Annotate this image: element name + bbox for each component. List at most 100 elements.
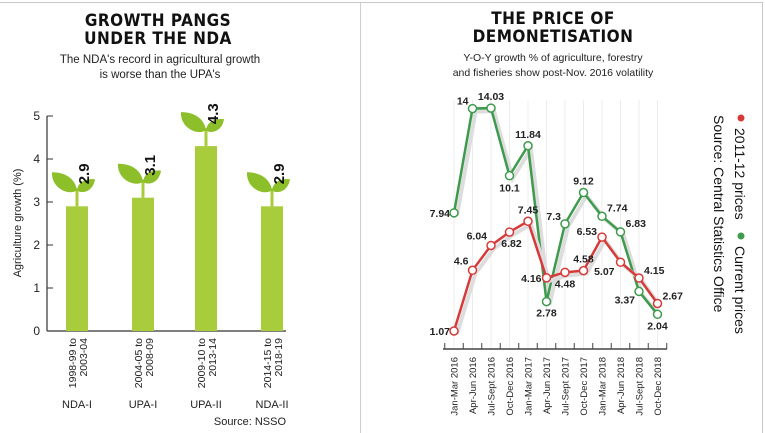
- line-point-label: 7.74: [607, 202, 628, 214]
- line-point-label: 14: [457, 96, 469, 108]
- line-point: [523, 216, 533, 227]
- bar-y-tick-label: 3: [33, 195, 40, 209]
- line-point: [467, 265, 478, 276]
- bar-group-label: NDA-I: [62, 399, 92, 411]
- line-point-label: 6.53: [577, 226, 598, 238]
- line-point-label: 1.07: [430, 326, 451, 338]
- bar-value-label: 3.1: [142, 155, 159, 176]
- line-source: Source: Central Statistics Office: [711, 115, 727, 313]
- line-point-label: 4.6: [454, 255, 469, 267]
- line-point-label: 5.07: [594, 266, 615, 278]
- bar: [195, 146, 217, 331]
- line-x-tick-label: Jul-Sept 2017: [561, 357, 572, 416]
- bar-y-axis-label: Agriculture growth (%): [12, 169, 24, 278]
- bar-group-label: UPA-I: [129, 399, 158, 411]
- line-point: [597, 211, 607, 222]
- line-point-label: 10.1: [499, 183, 520, 195]
- line-point: [449, 326, 459, 336]
- line-point: [615, 227, 626, 237]
- line-point-label: 4.16: [521, 273, 542, 285]
- line-x-tick-label: Jul-Sept 2016: [487, 357, 498, 416]
- right-chart-subtitle: Y-O-Y growth % of agriculture, forestry …: [418, 51, 688, 81]
- line-point: [560, 267, 570, 278]
- line-point-label: 2.67: [663, 290, 684, 302]
- bar-y-tick-label: 4: [33, 152, 40, 166]
- right-subtitle-line1: Y-O-Y growth % of agriculture, forestry: [463, 52, 643, 64]
- line-point-label: 4.58: [573, 254, 594, 266]
- sprout-leaf-right-icon: [206, 118, 224, 132]
- left-title-line1: GROWTH PANGS: [84, 11, 232, 31]
- line-point: [449, 208, 459, 218]
- line-point-label: 4.15: [644, 265, 665, 277]
- line-x-tick-label: Oct-Dec 2017: [579, 357, 590, 416]
- bar: [132, 197, 154, 331]
- line-x-tick-label: Apr-Jun 2018: [616, 357, 627, 414]
- left-subtitle-line1: The NDA's record in agricultural growth: [59, 54, 261, 66]
- bar-category-label-line1: 1998-99 to: [67, 338, 79, 388]
- legend-label-2011-12-prices: 2011-12 prices: [732, 128, 748, 220]
- line-point: [634, 273, 644, 283]
- sprout-leaf-right-icon: [77, 179, 95, 193]
- bar-category-label-line1: 2004-05 to: [133, 338, 145, 388]
- sprout-leaf-right-icon: [272, 179, 290, 193]
- line-x-tick-label: Jan-Mar 2016: [450, 357, 461, 416]
- line-point-label: 7.94: [430, 208, 451, 220]
- bar-y-tick-label: 5: [33, 109, 40, 123]
- line-point: [652, 298, 663, 309]
- right-subtitle-line2: and fisheries show post-Nov. 2016 volati…: [452, 67, 654, 79]
- bar-value-label: 2.9: [76, 163, 93, 184]
- bar: [261, 206, 283, 331]
- line-x-tick-label: Apr-Jun 2016: [468, 357, 479, 414]
- right-title-line2: DEMONETISATION: [472, 27, 634, 47]
- line-x-tick-label: Jan-Mar 2017: [524, 357, 535, 416]
- line-point: [486, 103, 496, 113]
- right-chart-title: THE PRICE OF DEMONETISATION: [463, 10, 643, 46]
- line-point-label: 11.84: [515, 129, 541, 141]
- sprout-leaf-left-icon: [51, 172, 77, 193]
- bar-category-label-line1: 2009-10 to: [196, 338, 208, 388]
- line-point: [652, 309, 663, 320]
- line-point-label: 7.3: [546, 211, 561, 223]
- bar-category-label-line2: 2018-19: [273, 338, 285, 377]
- sprout-leaf-right-icon: [143, 170, 161, 184]
- bar-source: Source: NSSO: [214, 416, 287, 428]
- line-point: [504, 227, 515, 237]
- sprout-leaf-left-icon: [180, 112, 206, 133]
- bar-y-tick-label: 1: [33, 281, 40, 295]
- legend-label-current-prices: Current prices: [732, 246, 748, 334]
- bar-group-label: NDA-II: [256, 399, 289, 411]
- line-point: [615, 257, 626, 267]
- line-point: [486, 240, 496, 251]
- line-point-label: 2.78: [536, 308, 557, 320]
- line-point-label: 2.04: [647, 320, 668, 332]
- bar-category-label-line2: 2003-04: [78, 338, 90, 377]
- line-point: [541, 296, 552, 307]
- bar-value-label: 4.3: [205, 103, 222, 124]
- sprout-leaf-left-icon: [117, 163, 143, 184]
- line-point-label: 7.45: [518, 204, 539, 216]
- line-x-tick-label: Jan-Mar 2018: [598, 357, 609, 416]
- line-point: [578, 265, 589, 276]
- left-subtitle-line2: is worse than the UPA's: [99, 69, 221, 81]
- left-chart-subtitle: The NDA's record in agricultural growth …: [30, 53, 290, 83]
- bar-y-tick-label: 2: [33, 238, 40, 252]
- panel-divider: [360, 2, 361, 433]
- bar-category-label-line2: 2013-14: [207, 338, 219, 377]
- sprout-leaf-left-icon: [246, 172, 272, 193]
- line-point-label: 6.82: [501, 238, 522, 250]
- line-x-tick-label: Jul-Sept 2018: [635, 357, 646, 416]
- right-title-line1: THE PRICE OF: [491, 9, 615, 29]
- line-x-tick-label: Apr-Jun 2017: [542, 357, 553, 414]
- bar-category-label-line2: 2008-09: [144, 338, 156, 377]
- bar-group-label: UPA-II: [190, 399, 222, 411]
- line-point: [597, 232, 607, 242]
- bar: [66, 206, 88, 331]
- line-point: [504, 170, 515, 181]
- legend-dot-current-prices-icon: [737, 232, 745, 240]
- line-x-tick-label: Oct-Dec 2016: [505, 357, 516, 416]
- line-point: [523, 141, 533, 151]
- line-point: [578, 187, 589, 198]
- line-point-label: 3.37: [615, 294, 636, 306]
- left-chart-title: GROWTH PANGS UNDER THE NDA: [68, 12, 248, 48]
